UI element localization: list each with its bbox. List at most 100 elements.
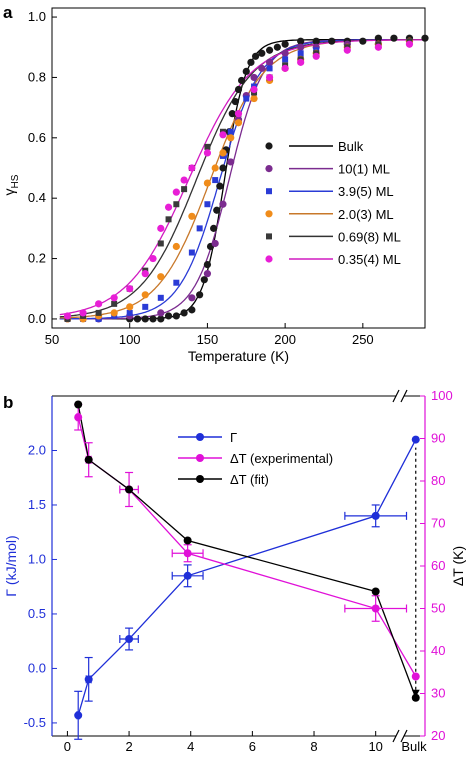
panel-b-axis-break-gap xyxy=(396,729,404,743)
panel-b-axis-break-mark xyxy=(400,729,408,743)
panel-a-data-point xyxy=(258,49,266,57)
panel-a-data-point xyxy=(111,300,118,307)
panel-b-left-tick-label: 2.0 xyxy=(28,442,46,457)
panel-b-left-tick-label: 1.5 xyxy=(28,497,46,512)
panel-a-data-point xyxy=(266,65,273,72)
panel-a-data-point xyxy=(110,309,118,317)
panel-b-left-tick-label: 0.5 xyxy=(28,606,46,621)
panel-b-x-tick-label: 2 xyxy=(125,739,132,754)
panel-a-data-point xyxy=(142,303,149,310)
panel-b-data-point xyxy=(74,711,83,720)
panel-a-data-point xyxy=(188,164,196,172)
panel-b-x-tick-label: 0 xyxy=(64,739,71,754)
panel-a-data-point xyxy=(172,242,180,251)
panel-a-data-point xyxy=(141,291,149,299)
panel-a-data-point xyxy=(204,143,211,150)
panel-a-y-tick-label: 0.4 xyxy=(28,190,46,205)
panel-b-axis-break-gap xyxy=(396,389,404,403)
panel-b-legend-marker xyxy=(196,475,204,483)
panel-a-data-point xyxy=(227,134,235,142)
panel-a-data-point xyxy=(297,37,305,45)
panel-a-y-tick-label: 1.0 xyxy=(28,9,46,24)
panel-a-data-point xyxy=(227,128,234,135)
panel-a-data-point xyxy=(165,216,172,223)
panel-a-data-point xyxy=(204,201,211,208)
panel-a-data-point xyxy=(172,312,180,320)
panel-a-data-point xyxy=(164,203,173,211)
panel-a-data-point xyxy=(219,149,227,157)
panel-a-data-point xyxy=(238,76,246,85)
panel-a-data-point xyxy=(188,306,196,314)
panel-a-data-point xyxy=(243,95,250,102)
panel-a-data-point xyxy=(95,300,103,308)
panel-b-data-point xyxy=(371,604,380,613)
panel-b-data-point xyxy=(411,435,420,444)
panel-b-right-tick-label: 70 xyxy=(431,516,445,531)
panel-b-legend-marker xyxy=(196,433,204,441)
panel-a-data-point xyxy=(390,34,398,42)
panel-a-x-axis-label: Temperature (K) xyxy=(188,348,289,364)
panel-a-data-point xyxy=(242,67,250,75)
panel-a-data-point xyxy=(196,225,203,232)
panel-a-data-point xyxy=(297,58,305,66)
panel-a-data-point xyxy=(210,224,218,232)
panel-a-data-point xyxy=(172,188,180,196)
panel-b-x-tick-label: 6 xyxy=(249,739,256,754)
panel-a-x-tick-label: 50 xyxy=(45,332,59,347)
panel-a-data-point xyxy=(133,315,142,323)
panel-a-data-point xyxy=(359,37,367,45)
panel-a-data-point xyxy=(227,158,235,166)
panel-b-right-tick-label: 80 xyxy=(431,473,445,488)
panel-a-data-point xyxy=(258,64,266,72)
panel-a-data-point xyxy=(211,239,219,248)
panel-b-axis-break-mark xyxy=(400,389,408,403)
panel-b-label: b xyxy=(3,393,13,412)
panel-a-data-point xyxy=(250,85,258,94)
panel-a-data-point xyxy=(297,50,304,57)
panel-a-data-point xyxy=(312,52,320,60)
panel-b-data-point xyxy=(84,455,93,464)
panel-a-data-point xyxy=(312,37,320,45)
panel-a-legend-label: 2.0(3) ML xyxy=(338,207,394,222)
panel-b-data-point xyxy=(125,485,134,494)
panel-a-legend-marker xyxy=(265,255,273,263)
panel-a-legend-label: 3.9(5) ML xyxy=(338,184,394,199)
panel-a-data-point xyxy=(164,312,173,320)
panel-a-data-point xyxy=(211,164,219,172)
panel-a-data-point xyxy=(281,40,289,48)
panel-a-data-point xyxy=(231,97,239,106)
panel-a-data-point xyxy=(219,200,227,208)
panel-a-data-point xyxy=(141,270,149,278)
panel-b-data-point xyxy=(411,693,420,702)
panel-a-data-point xyxy=(234,110,243,118)
panel-a-data-point xyxy=(173,279,180,286)
panel-a-data-point xyxy=(251,52,260,60)
panel-a-x-tick-label: 150 xyxy=(197,332,219,347)
panel-b-left-tick-label: 1.0 xyxy=(28,551,46,566)
panel-b-axis-break-mark xyxy=(392,729,400,743)
panel-a-data-point xyxy=(281,49,289,57)
panel-b-bulk-arrow xyxy=(411,689,420,697)
panel-b-right-tick-label: 40 xyxy=(431,643,445,658)
panel-a-legend-marker xyxy=(266,188,272,195)
panel-b-right-tick-label: 100 xyxy=(431,388,453,403)
panel-b-data-point xyxy=(411,672,420,681)
panel-a-data-point xyxy=(79,309,87,317)
panel-a-data-point xyxy=(110,294,118,302)
panel-a-data-point xyxy=(188,294,196,302)
panel-b-left-axis-label: Γ (kJ/mol) xyxy=(3,535,19,596)
panel-a-data-point xyxy=(374,43,382,51)
panel-a-x-tick-label: 100 xyxy=(119,332,141,347)
panel-a-data-point xyxy=(141,315,149,323)
panel-b-axis-break-mark xyxy=(392,389,400,403)
panel-a-y-tick-label: 0.8 xyxy=(28,69,46,84)
panel-b-right-tick-label: 50 xyxy=(431,601,445,616)
panel-a-data-point xyxy=(188,212,196,220)
panel-a-y-tick-label: 0.6 xyxy=(28,130,46,145)
panel-b-right-tick-label: 30 xyxy=(431,686,445,701)
panel-a-data-point xyxy=(328,37,336,45)
panel-a-data-point xyxy=(212,177,219,184)
panel-a-frame xyxy=(51,7,426,329)
panel-a-data-point xyxy=(219,131,227,139)
panel-a-data-point xyxy=(157,294,164,301)
